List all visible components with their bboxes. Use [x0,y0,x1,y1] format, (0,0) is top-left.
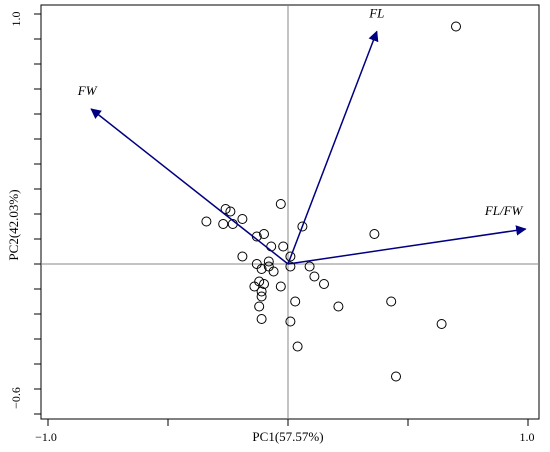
data-point [309,271,320,282]
x-axis-title: PC1(57.57%) [252,429,323,444]
data-point [201,216,212,227]
y-axis-ticks [34,13,41,415]
data-point [304,261,315,272]
data-point [237,214,248,224]
data-point [259,229,269,239]
data-point [297,221,308,232]
vector-fl [287,30,379,265]
data-point [256,291,267,302]
data-point [266,241,277,252]
data-point [278,241,289,252]
data-point [369,229,380,239]
data-point [220,204,231,214]
data-point [254,301,265,312]
data-point [285,261,296,272]
y-tick-label-bottom: −0.6 [9,387,23,409]
data-point [285,251,296,262]
vector-label-fw: FW [77,83,98,98]
vector-label-fl: FL [368,6,384,21]
data-point [285,316,296,327]
data-point [391,371,401,382]
plot-frame [40,4,540,420]
y-tick-label-top: 1.0 [9,12,23,27]
data-point [275,281,286,292]
data-point [292,341,303,352]
y-axis-title: PC2(42.03%) [6,189,21,260]
data-point [225,206,236,217]
data-point [237,251,248,262]
data-point [268,266,279,277]
data-point [436,319,447,329]
vector-fw [90,108,289,265]
x-tick-label-left: −1.0 [35,430,57,444]
scatter-points [201,21,461,382]
vector-fl-fw [287,225,527,265]
data-point [249,281,260,292]
data-point [259,279,269,289]
data-point [218,219,229,229]
x-axis-ticks [47,419,529,426]
data-point [290,296,301,307]
data-point [451,21,461,32]
data-point [256,264,267,274]
data-point [319,279,329,289]
x-tick-label-right: 1.0 [520,430,535,444]
data-point [275,199,286,209]
vector-label-fl-fw: FL/FW [484,203,524,218]
data-point [256,286,267,297]
data-point [386,296,397,307]
data-point [256,314,267,324]
loading-vectors: FL FW FL/FW [77,6,527,265]
data-point [333,301,344,312]
data-point [263,256,274,267]
